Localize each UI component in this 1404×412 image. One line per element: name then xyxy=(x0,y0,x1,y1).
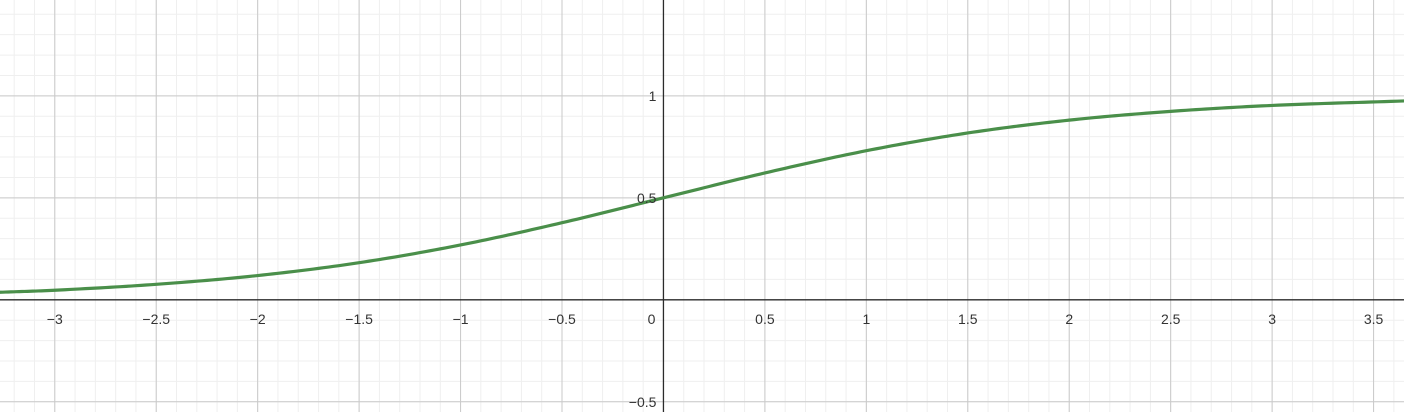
x-tick-label: 0 xyxy=(648,311,656,327)
x-tick-label: 0.5 xyxy=(755,311,775,327)
x-tick-label: 1.5 xyxy=(958,311,978,327)
x-tick-label: −0.5 xyxy=(548,311,576,327)
x-tick-label: 1 xyxy=(862,311,870,327)
x-axis-tick-labels: −3 −2.5 −2 −1.5 −1 −0.5 0 0.5 1 1.5 2 2.5 3 3.5 xyxy=(47,311,1384,327)
x-tick-label: −2.5 xyxy=(142,311,170,327)
x-tick-label: 3.5 xyxy=(1364,311,1384,327)
x-tick-label: 3 xyxy=(1268,311,1276,327)
y-tick-label: 0.5 xyxy=(637,190,657,206)
x-tick-label: 2.5 xyxy=(1161,311,1181,327)
y-axis-tick-labels: −0.5 0.5 1 xyxy=(629,88,657,410)
y-tick-label: −0.5 xyxy=(629,394,657,410)
x-tick-label: −3 xyxy=(47,311,63,327)
x-tick-label: 2 xyxy=(1065,311,1073,327)
curves xyxy=(0,99,1404,294)
x-tick-label: −1.5 xyxy=(345,311,373,327)
x-tick-label: −1 xyxy=(453,311,469,327)
y-tick-label: 1 xyxy=(649,88,657,104)
x-tick-label: −2 xyxy=(250,311,266,327)
function-curve[interactable] xyxy=(0,99,1404,294)
